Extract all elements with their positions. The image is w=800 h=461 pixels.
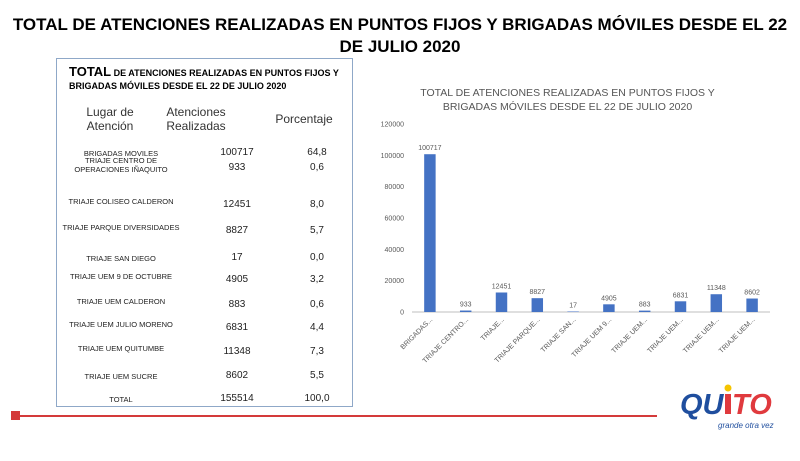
page-title: TOTAL DE ATENCIONES REALIZADAS EN PUNTOS… xyxy=(12,15,788,56)
bar xyxy=(746,298,758,312)
attention-count: 100717 xyxy=(220,147,254,158)
quito-logo-icon: QU TO grande otra vez xyxy=(680,384,774,430)
data-label: 8602 xyxy=(744,290,760,297)
place-name: TOTAL xyxy=(109,395,133,404)
y-tick-label: 20000 xyxy=(385,278,405,285)
data-label: 11348 xyxy=(707,285,726,292)
header-place: Lugar de Atención xyxy=(86,105,134,133)
category-label: TRIAJE UEM 9... xyxy=(571,316,614,359)
place-name: BRIGADAS MOVILES xyxy=(83,149,159,158)
category-label: TRIAJE UEM... xyxy=(682,316,721,355)
data-label: 4905 xyxy=(601,295,617,302)
y-tick-label: 80000 xyxy=(385,184,405,191)
attention-count: 11348 xyxy=(223,346,251,357)
category-label: TRIAJE... xyxy=(480,316,506,342)
place-name: TRIAJE PARQUE DIVERSIDADES xyxy=(62,223,180,232)
data-label: 100717 xyxy=(418,145,441,152)
bar xyxy=(638,310,651,312)
attention-count: 12451 xyxy=(223,199,251,210)
attention-count: 4905 xyxy=(225,274,249,285)
attention-percent: 0,6 xyxy=(310,162,324,173)
attention-count: 17 xyxy=(231,252,243,263)
place-name: TRIAJE UEM QUITUMBE xyxy=(77,344,165,353)
table-title-rest: DE ATENCIONES REALIZADAS EN PUNTOS FIJOS… xyxy=(69,68,339,91)
y-tick-label: 0 xyxy=(400,310,404,317)
data-label: 883 xyxy=(639,302,651,309)
y-tick-label: 60000 xyxy=(385,216,405,223)
bar xyxy=(459,310,472,312)
category-label: TRIAJE UEM... xyxy=(718,316,757,355)
attention-count: 933 xyxy=(228,162,246,173)
table-title-total: TOTAL xyxy=(69,64,112,79)
place-name: TRIAJE UEM JULIO MORENO xyxy=(69,320,173,329)
table-title: TOTAL DE ATENCIONES REALIZADAS EN PUNTOS… xyxy=(69,65,349,93)
category-label: BRIGADAS... xyxy=(400,316,435,351)
attention-percent: 5,7 xyxy=(310,225,324,236)
y-tick-label: 40000 xyxy=(385,247,405,254)
logo-tagline: grande otra vez xyxy=(718,421,774,430)
data-label: 933 xyxy=(460,302,472,309)
attention-percent: 100,0 xyxy=(304,393,330,404)
chart-title: TOTAL DE ATENCIONES REALIZADAS EN PUNTOS… xyxy=(420,87,715,113)
attention-percent: 7,3 xyxy=(310,346,324,357)
attention-count: 155514 xyxy=(220,393,254,404)
quito-logo: QU TO grande otra vez xyxy=(678,382,778,434)
footer-line xyxy=(14,415,657,417)
attention-percent: 3,2 xyxy=(310,274,324,285)
header-count: Atenciones Realizadas xyxy=(166,105,226,133)
attention-percent: 4,4 xyxy=(310,322,324,333)
data-label: 12451 xyxy=(492,283,512,290)
attention-percent: 0,6 xyxy=(310,299,324,310)
attention-count: 883 xyxy=(228,299,246,310)
place-name: TRIAJE COLISEO CALDERON xyxy=(68,197,174,206)
place-name: TRIAJE SAN DIEGO xyxy=(86,254,156,263)
bar xyxy=(674,301,687,312)
bar xyxy=(531,298,544,312)
bar xyxy=(567,311,579,312)
y-tick-label: 100000 xyxy=(381,153,404,160)
attention-count: 8602 xyxy=(225,370,249,381)
attention-table: TOTAL DE ATENCIONES REALIZADAS EN PUNTOS… xyxy=(56,58,353,407)
bar xyxy=(710,294,723,312)
bar xyxy=(424,154,436,312)
data-label: 6831 xyxy=(673,292,689,299)
place-name: TRIAJE UEM SUCRE xyxy=(84,372,158,381)
place-name: TRIAJE CENTRO DE OPERACIONES IÑAQUITO xyxy=(74,156,168,174)
attention-percent: 8,0 xyxy=(310,199,324,210)
bar xyxy=(495,292,508,312)
bar xyxy=(603,304,615,312)
category-label: TRIAJE UEM... xyxy=(611,316,650,355)
svg-text:TO: TO xyxy=(732,389,772,421)
place-name: TRIAJE UEM CALDERON xyxy=(76,297,166,306)
y-tick-label: 120000 xyxy=(381,122,404,129)
data-label: 8827 xyxy=(530,289,546,296)
svg-text:QU: QU xyxy=(680,389,725,421)
place-name: TRIAJE UEM 9 DE OCTUBRE xyxy=(69,272,173,281)
category-label: TRIAJE UEM... xyxy=(646,316,685,355)
data-label: 17 xyxy=(569,303,577,310)
attention-percent: 64,8 xyxy=(307,147,327,158)
header-percent: Porcentaje xyxy=(275,112,333,126)
attention-percent: 0,0 xyxy=(310,252,324,263)
category-label: TRIAJE SAN... xyxy=(540,316,578,354)
attention-count: 8827 xyxy=(225,225,249,236)
attention-count: 6831 xyxy=(225,322,249,333)
attention-percent: 5,5 xyxy=(310,370,324,381)
